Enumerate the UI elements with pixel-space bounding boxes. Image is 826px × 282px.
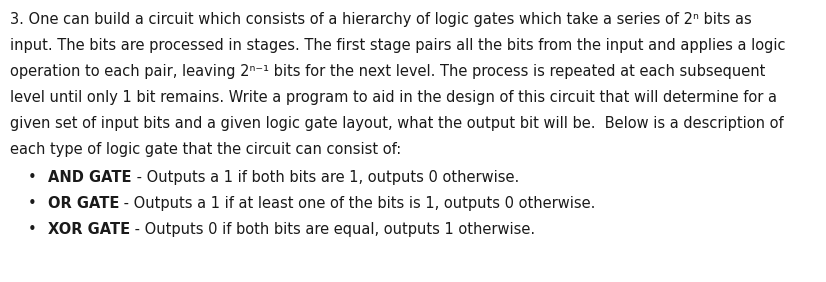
Text: 3. One can build a circuit which consists of a hierarchy of logic gates which ta: 3. One can build a circuit which consist…	[10, 12, 752, 27]
Text: input. The bits are processed in stages. The first stage pairs all the bits from: input. The bits are processed in stages.…	[10, 38, 786, 53]
Text: •: •	[28, 196, 36, 211]
Text: AND GATE: AND GATE	[48, 170, 131, 185]
Text: given set of input bits and a given logic gate layout, what the output bit will : given set of input bits and a given logi…	[10, 116, 784, 131]
Text: each type of logic gate that the circuit can consist of:: each type of logic gate that the circuit…	[10, 142, 401, 157]
Text: operation to each pair, leaving 2ⁿ⁻¹ bits for the next level. The process is rep: operation to each pair, leaving 2ⁿ⁻¹ bit…	[10, 64, 766, 79]
Text: - Outputs a 1 if at least one of the bits is 1, outputs 0 otherwise.: - Outputs a 1 if at least one of the bit…	[120, 196, 596, 211]
Text: •: •	[28, 222, 36, 237]
Text: level until only 1 bit remains. Write a program to aid in the design of this cir: level until only 1 bit remains. Write a …	[10, 90, 777, 105]
Text: - Outputs 0 if both bits are equal, outputs 1 otherwise.: - Outputs 0 if both bits are equal, outp…	[131, 222, 535, 237]
Text: - Outputs a 1 if both bits are 1, outputs 0 otherwise.: - Outputs a 1 if both bits are 1, output…	[131, 170, 519, 185]
Text: •: •	[28, 170, 36, 185]
Text: OR GATE: OR GATE	[48, 196, 120, 211]
Text: XOR GATE: XOR GATE	[48, 222, 131, 237]
